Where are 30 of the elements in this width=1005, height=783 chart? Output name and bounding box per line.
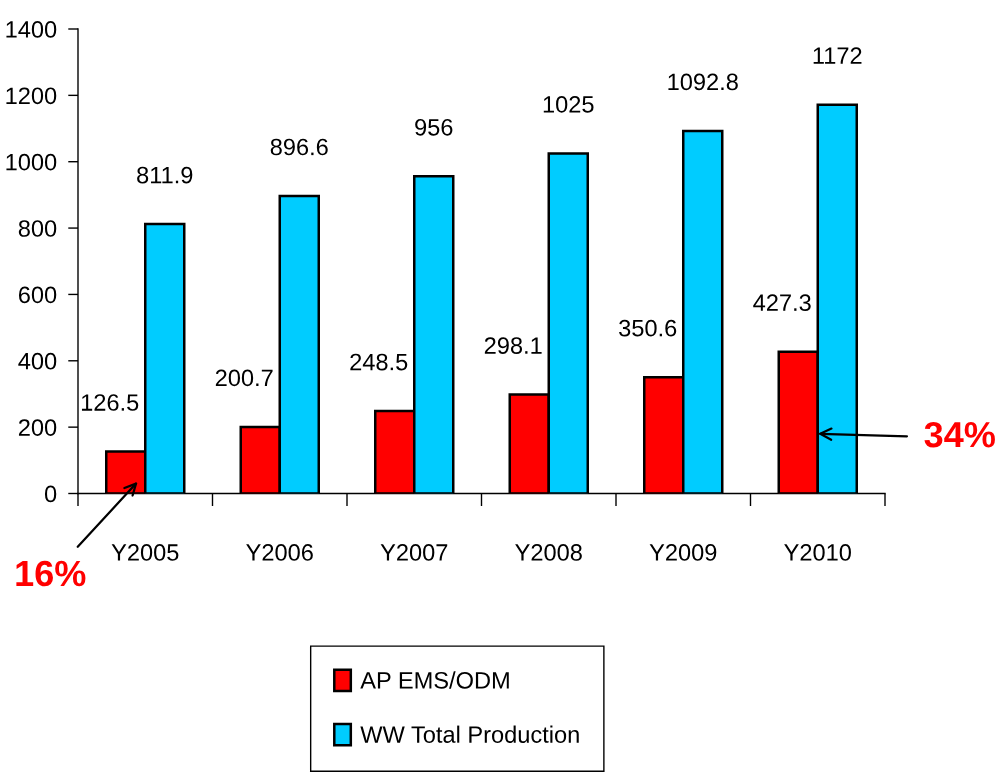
data-label: 1025 xyxy=(543,96,594,113)
data-label: 200.7 xyxy=(215,369,273,387)
data-label: 248.5 xyxy=(350,353,408,371)
data-label: 126.5 xyxy=(81,394,139,411)
x-tick-label: Y2007 xyxy=(380,544,448,561)
data-label: 896.6 xyxy=(270,138,328,156)
data-label: 427.3 xyxy=(753,294,811,312)
x-tick-label: Y2006 xyxy=(246,544,313,561)
data-label: 956 xyxy=(415,118,453,136)
y-tick-label: 800 xyxy=(18,220,57,237)
data-label: 298.1 xyxy=(484,337,542,354)
x-tick-label: Y2010 xyxy=(784,544,851,561)
x-tick-label: Y2009 xyxy=(649,544,717,561)
legend-label: AP EMS/ODM xyxy=(360,671,509,689)
data-label: 1172 xyxy=(813,47,862,64)
y-tick-label: 1200 xyxy=(6,87,57,105)
y-tick-label: 1400 xyxy=(6,21,57,38)
y-tick-label: 1000 xyxy=(6,153,57,171)
legend-label: WW Total Production xyxy=(360,725,579,743)
data-label: 1092.8 xyxy=(668,73,738,91)
x-tick-label: Y2008 xyxy=(515,544,582,561)
x-tick-label: Y2005 xyxy=(111,544,179,561)
data-label: 811.9 xyxy=(137,166,193,184)
data-label: 350.6 xyxy=(619,319,677,337)
y-tick-label: 200 xyxy=(18,419,57,436)
y-tick-label: 600 xyxy=(18,286,57,304)
y-tick-label: 0 xyxy=(44,485,57,503)
annotation: 34% xyxy=(924,421,995,448)
y-tick-label: 400 xyxy=(18,352,57,370)
annotation: 16% xyxy=(16,560,86,587)
